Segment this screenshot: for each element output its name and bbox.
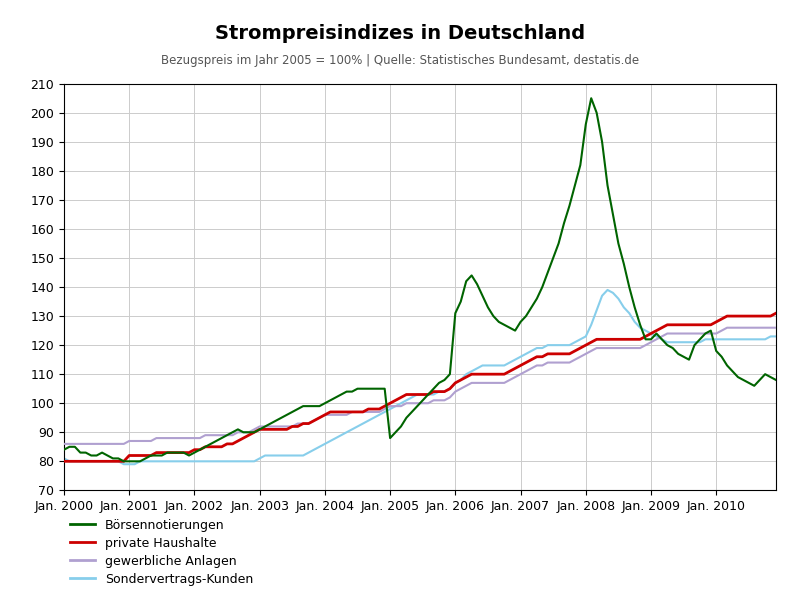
Text: Strompreisindizes in Deutschland: Strompreisindizes in Deutschland (215, 24, 585, 43)
Legend: Börsennotierungen, private Haushalte, gewerbliche Anlagen, Sondervertrags-Kunden: Börsennotierungen, private Haushalte, ge… (70, 519, 254, 586)
Text: Bezugspreis im Jahr 2005 = 100% | Quelle: Statistisches Bundesamt, destatis.de: Bezugspreis im Jahr 2005 = 100% | Quelle… (161, 54, 639, 67)
